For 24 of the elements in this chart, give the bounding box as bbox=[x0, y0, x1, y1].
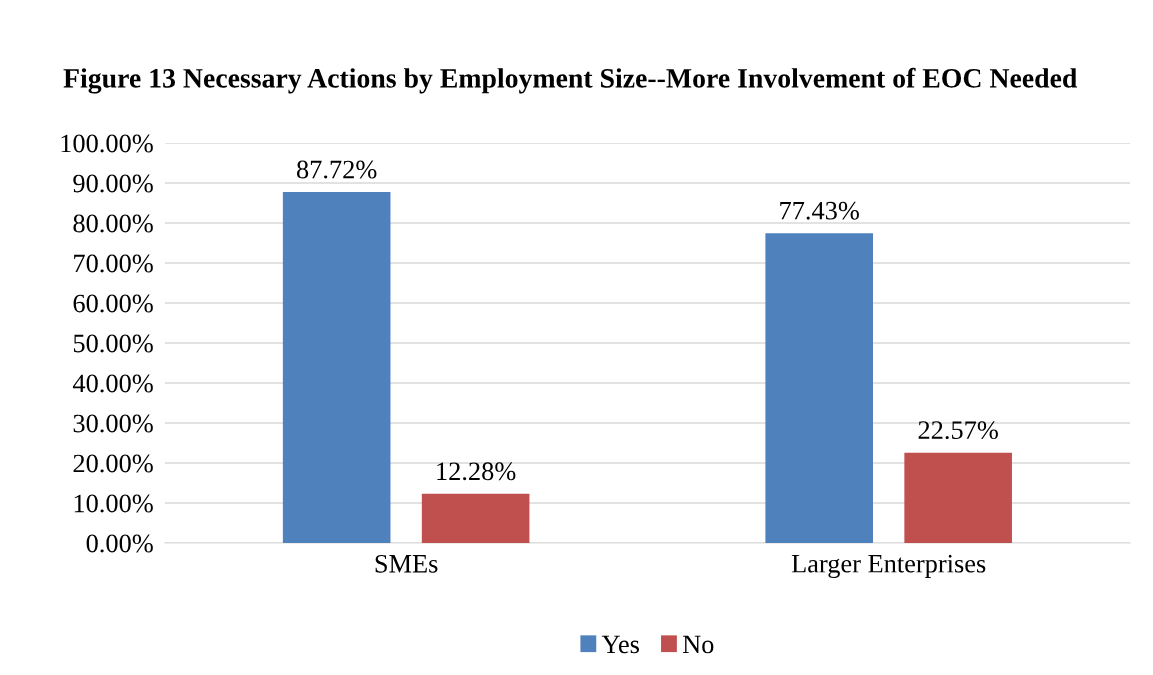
y-tick-label: 50.00% bbox=[73, 334, 153, 353]
bar bbox=[282, 192, 391, 543]
chart-title: Figure 13 Necessary Actions by Employment Size--More Involvement of EOC Needed bbox=[63, 67, 1078, 94]
bar bbox=[421, 493, 530, 543]
x-tick-label: SMEs bbox=[375, 554, 438, 573]
y-tick-label: 60.00% bbox=[73, 294, 153, 313]
bar bbox=[904, 452, 1012, 543]
data-label: 77.43% bbox=[780, 201, 859, 220]
y-tick-label: 90.00% bbox=[73, 174, 153, 193]
y-tick-label: 30.00% bbox=[73, 414, 153, 433]
legend-label: No bbox=[682, 635, 714, 654]
y-tick-label: 10.00% bbox=[74, 494, 153, 513]
y-tick-label: 70.00% bbox=[74, 254, 153, 273]
y-tick-label: 20.00% bbox=[73, 454, 153, 473]
y-tick-label: 0.00% bbox=[86, 534, 153, 553]
y-tick-label: 40.00% bbox=[72, 374, 153, 393]
data-label: 22.57% bbox=[918, 421, 998, 440]
x-tick-label: Larger Enterprises bbox=[791, 554, 986, 579]
legend-label: Yes bbox=[601, 635, 639, 654]
data-label: 87.72% bbox=[296, 160, 377, 179]
bar bbox=[765, 233, 873, 543]
y-tick-label: 100.00% bbox=[61, 134, 153, 153]
data-label: 12.28% bbox=[437, 462, 516, 481]
y-tick-label: 80.00% bbox=[73, 214, 153, 233]
